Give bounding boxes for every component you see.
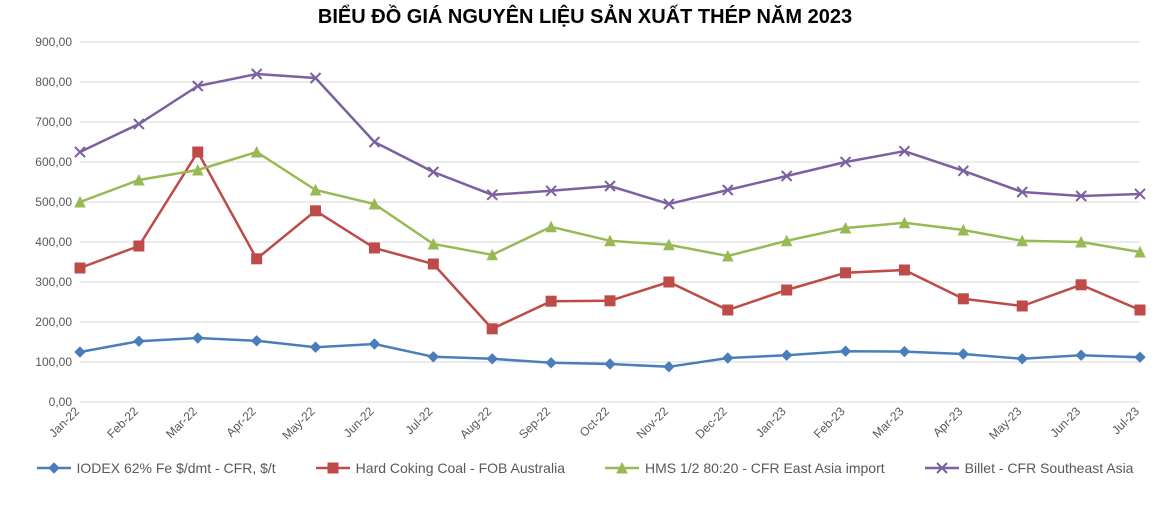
svg-text:Jan-22: Jan-22	[46, 404, 82, 440]
svg-text:900,00: 900,00	[35, 35, 72, 49]
svg-text:400,00: 400,00	[35, 235, 72, 249]
legend-item: IODEX 62% Fe $/dmt - CFR, $/t	[37, 460, 276, 476]
legend-item: HMS 1/2 80:20 - CFR East Asia import	[605, 460, 885, 476]
svg-text:600,00: 600,00	[35, 155, 72, 169]
svg-text:Jul-23: Jul-23	[1109, 404, 1142, 437]
svg-text:Oct-22: Oct-22	[577, 404, 613, 440]
chart-container: BIỂU ĐỒ GIÁ NGUYÊN LIỆU SẢN XUẤT THÉP NĂ…	[0, 0, 1170, 509]
svg-text:Apr-23: Apr-23	[930, 404, 966, 440]
svg-text:May-23: May-23	[986, 404, 1024, 442]
svg-text:Jun-22: Jun-22	[341, 404, 377, 440]
svg-text:700,00: 700,00	[35, 115, 72, 129]
svg-text:Feb-23: Feb-23	[811, 404, 848, 441]
svg-text:Jul-22: Jul-22	[402, 404, 435, 437]
legend-label: Hard Coking Coal - FOB Australia	[356, 460, 565, 476]
svg-text:Apr-22: Apr-22	[223, 404, 259, 440]
svg-text:Nov-22: Nov-22	[634, 404, 671, 441]
svg-text:500,00: 500,00	[35, 195, 72, 209]
svg-text:Jun-23: Jun-23	[1047, 404, 1083, 440]
svg-text:Jan-23: Jan-23	[753, 404, 789, 440]
svg-text:300,00: 300,00	[35, 275, 72, 289]
series	[75, 333, 1145, 372]
svg-text:Feb-22: Feb-22	[104, 404, 141, 441]
svg-text:800,00: 800,00	[35, 75, 72, 89]
legend-label: HMS 1/2 80:20 - CFR East Asia import	[645, 460, 885, 476]
series	[75, 147, 1145, 261]
svg-text:Mar-23: Mar-23	[870, 404, 907, 441]
svg-text:200,00: 200,00	[35, 315, 72, 329]
chart-plot: 0,00100,00200,00300,00400,00500,00600,00…	[0, 0, 1170, 460]
legend-item: Billet - CFR Southeast Asia	[925, 460, 1134, 476]
svg-text:100,00: 100,00	[35, 355, 72, 369]
legend-item: Hard Coking Coal - FOB Australia	[316, 460, 565, 476]
svg-text:Mar-22: Mar-22	[163, 404, 200, 441]
chart-legend: IODEX 62% Fe $/dmt - CFR, $/t Hard Coking…	[0, 460, 1170, 476]
series	[75, 69, 1145, 209]
svg-text:Dec-22: Dec-22	[693, 404, 730, 441]
svg-text:Aug-22: Aug-22	[457, 404, 494, 441]
legend-label: Billet - CFR Southeast Asia	[965, 460, 1134, 476]
legend-label: IODEX 62% Fe $/dmt - CFR, $/t	[77, 460, 276, 476]
svg-text:May-22: May-22	[279, 404, 317, 442]
svg-text:Sep-22: Sep-22	[516, 404, 553, 441]
